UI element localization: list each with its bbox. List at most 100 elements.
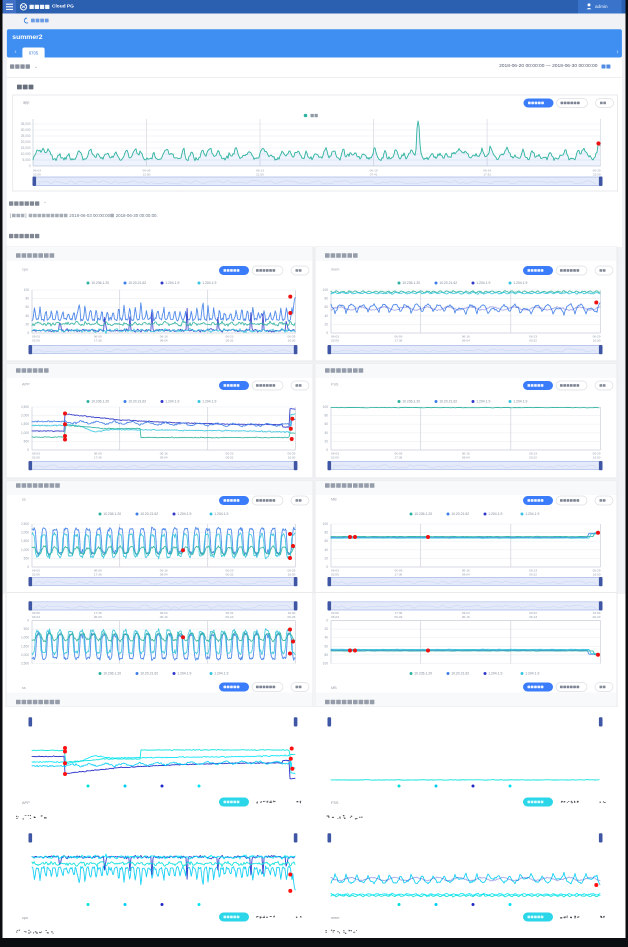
svg-text:16:00: 16:00 (288, 573, 296, 577)
svg-text:1.204.1.9: 1.204.1.9 (202, 400, 216, 404)
svg-text:FSS: FSS (331, 801, 339, 805)
svg-text:02:09: 02:09 (32, 611, 40, 615)
svg-text:60: 60 (324, 422, 328, 426)
svg-text:00:32: 00:32 (226, 456, 234, 460)
svg-text:1.204.1.9: 1.204.1.9 (525, 672, 539, 676)
svg-text:17:36: 17:36 (395, 611, 403, 615)
svg-text:500: 500 (24, 439, 30, 443)
svg-text:06-23: 06-23 (226, 615, 234, 619)
svg-text:10.236.1.20: 10.236.1.20 (91, 400, 109, 404)
svg-text:10.236.1.20: 10.236.1.20 (402, 400, 420, 404)
svg-text:17:36: 17:36 (94, 611, 102, 615)
svg-text:20: 20 (324, 439, 328, 443)
svg-text:10.236.1.20: 10.236.1.20 (414, 512, 432, 516)
svg-text:1,500: 1,500 (21, 422, 29, 426)
svg-text:1.204.1.9: 1.204.1.9 (476, 281, 490, 285)
svg-text:60: 60 (324, 644, 328, 648)
svg-text:23:59: 23:59 (593, 173, 601, 177)
svg-text:09:04: 09:04 (160, 611, 168, 615)
svg-text:1.204.1.9: 1.204.1.9 (214, 512, 228, 516)
svg-text:17:36: 17:36 (94, 339, 102, 343)
svg-text:30,000: 30,000 (21, 128, 31, 132)
svg-text:25,000: 25,000 (21, 134, 31, 138)
svg-text:07:41: 07:41 (370, 173, 378, 177)
svg-text:17:36: 17:36 (395, 456, 403, 460)
svg-text:2,000: 2,000 (21, 531, 29, 535)
svg-text:0: 0 (27, 448, 29, 452)
svg-text:0: 0 (326, 619, 328, 623)
svg-text:1.204.1.9: 1.204.1.9 (488, 672, 502, 676)
svg-text:0: 0 (326, 331, 328, 335)
svg-text:06-03: 06-03 (331, 615, 339, 619)
svg-text:09:04: 09:04 (160, 573, 168, 577)
svg-text:80: 80 (324, 653, 328, 657)
svg-text:00:32: 00:32 (529, 456, 537, 460)
svg-text:1,000: 1,000 (21, 548, 29, 552)
svg-text:00:32: 00:32 (226, 573, 234, 577)
svg-text:1.204.1.9: 1.204.1.9 (513, 400, 527, 404)
svg-text:20,000: 20,000 (21, 140, 31, 144)
svg-text:40: 40 (324, 431, 328, 435)
svg-text:10.20.21.62: 10.20.21.62 (128, 281, 146, 285)
svg-text:›: › (617, 50, 619, 56)
svg-text:500: 500 (24, 556, 30, 560)
svg-text:MB: MB (331, 686, 337, 690)
svg-text:100: 100 (323, 405, 329, 409)
svg-text:40: 40 (25, 314, 29, 318)
svg-text:mem: mem (331, 916, 339, 920)
svg-text:cpu: cpu (22, 268, 28, 272)
svg-text:]: ] (25, 213, 26, 218)
svg-text:00:32: 00:32 (529, 573, 537, 577)
svg-text:17:36: 17:36 (94, 456, 102, 460)
svg-text:20: 20 (25, 322, 29, 326)
svg-text:02:09: 02:09 (331, 456, 339, 460)
svg-text:10.236.1.20: 10.236.1.20 (91, 281, 109, 285)
svg-text:16:00: 16:00 (593, 456, 601, 460)
svg-text:0: 0 (326, 565, 328, 569)
svg-text:1.204.1.9: 1.204.1.9 (476, 400, 490, 404)
svg-text:100: 100 (323, 662, 329, 666)
svg-text:60: 60 (324, 305, 328, 309)
svg-text:06-29: 06-29 (287, 615, 295, 619)
svg-text:2018-06-20 00:00:00 — 2018-06-: 2018-06-20 00:00:00 — 2018-06-30 00:00:0… (499, 63, 598, 69)
svg-text:summer2: summer2 (12, 34, 42, 41)
svg-text:20: 20 (324, 556, 328, 560)
svg-text:APP: APP (22, 801, 30, 805)
svg-text:ss: ss (22, 498, 26, 502)
svg-text:1.204.1.9: 1.204.1.9 (488, 512, 502, 516)
svg-text:1.204.1.9: 1.204.1.9 (525, 512, 539, 516)
svg-text:60: 60 (324, 539, 328, 543)
svg-text:2018-06-30 00:00:00.: 2018-06-30 00:00:00. (116, 213, 158, 218)
svg-text:40: 40 (324, 548, 328, 552)
svg-text:100: 100 (24, 288, 30, 292)
svg-text:17:36: 17:36 (94, 573, 102, 577)
svg-text:1.204.1.9: 1.204.1.9 (177, 672, 191, 676)
svg-text:1,000: 1,000 (21, 636, 29, 640)
svg-text:0: 0 (27, 331, 29, 335)
svg-text:2,500: 2,500 (21, 522, 29, 526)
svg-text:80: 80 (25, 297, 29, 301)
svg-text:1,500: 1,500 (21, 539, 29, 543)
svg-text:‹: ‹ (15, 50, 17, 56)
svg-text:17:36: 17:36 (395, 339, 403, 343)
svg-text:15,000: 15,000 (21, 146, 31, 150)
svg-text:MB: MB (331, 498, 337, 502)
svg-text:⌃: ⌃ (43, 201, 47, 206)
svg-text:10,000: 10,000 (21, 152, 31, 156)
svg-text:2,500: 2,500 (21, 405, 29, 409)
svg-text:00:32: 00:32 (226, 339, 234, 343)
svg-text:1.204.1.9: 1.204.1.9 (513, 281, 527, 285)
svg-text:09:04: 09:04 (160, 339, 168, 343)
svg-text:2018-06-03 00:00:00: 2018-06-03 00:00:00 (69, 213, 110, 218)
svg-text:02:09: 02:09 (331, 611, 339, 615)
svg-text:16:00: 16:00 (288, 456, 296, 460)
svg-text:1.204.1.9: 1.204.1.9 (165, 400, 179, 404)
svg-text:cpu: cpu (22, 916, 28, 920)
svg-text:2,500: 2,500 (21, 662, 29, 666)
svg-text:06-16: 06-16 (462, 615, 470, 619)
svg-text:10.20.21.62: 10.20.21.62 (140, 512, 158, 516)
svg-text:16:00: 16:00 (593, 611, 601, 615)
svg-text:00:32: 00:32 (529, 611, 537, 615)
svg-text:1.204.1.9: 1.204.1.9 (177, 512, 191, 516)
svg-text:12:00: 12:00 (143, 173, 151, 177)
